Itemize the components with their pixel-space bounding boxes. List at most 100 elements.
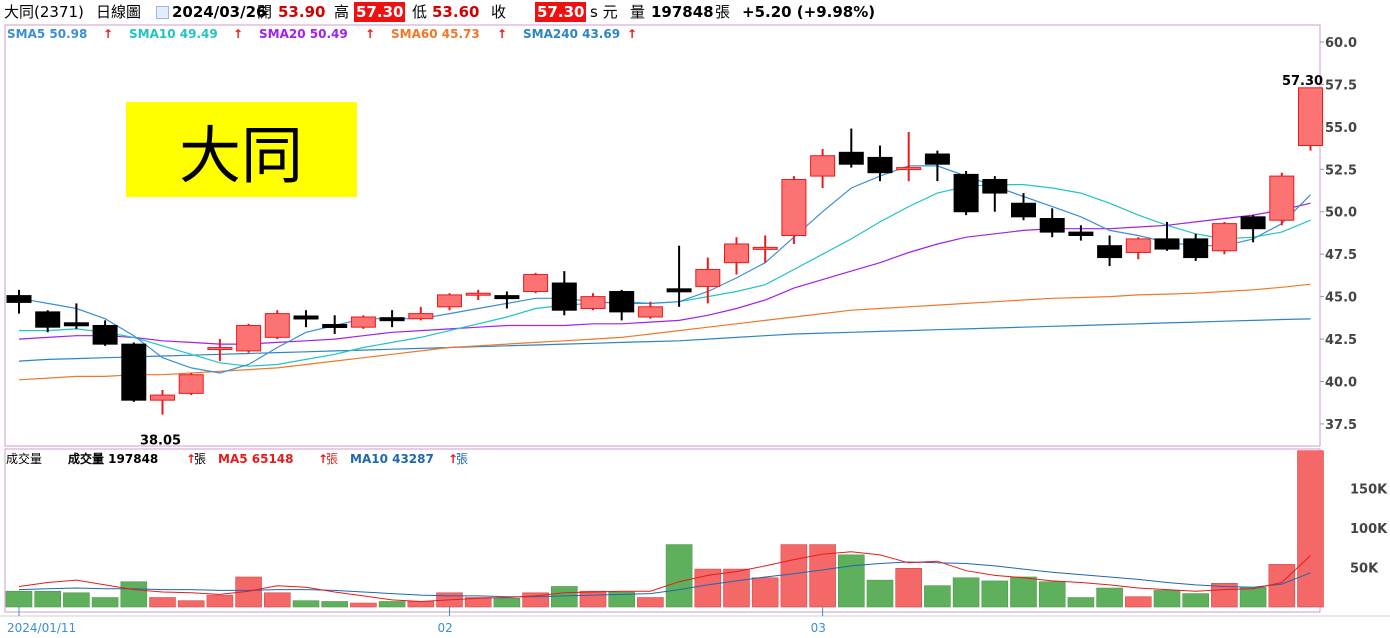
candle-body [609,291,635,313]
volume-bar [493,598,521,608]
candle-body [551,282,577,311]
volume-bar [1125,596,1152,608]
volume-label: 量 [630,3,646,21]
candle-body [810,155,836,177]
volume-bar [1182,593,1209,608]
price-tick-label: 47.5 [1325,248,1357,263]
candle-body [92,324,118,345]
volume-bar [1038,581,1066,608]
calendar-icon[interactable] [156,6,169,19]
candle-body [494,295,520,300]
volume-legend-unit: 張 [456,452,468,466]
price-legend-item: SMA240 43.69 [523,27,620,41]
close-label: 收 [491,3,507,21]
volume-legend-item: 成交量 [6,451,42,466]
volume-unit: 張 [715,3,731,21]
price-tick-label: 55.0 [1325,121,1357,136]
open-value: 53.90 [278,3,326,21]
quote-header: 大同(2371) 日線圖 2024/03/26 開 53.90 高 57.30 … [0,0,1390,24]
volume-bar [1096,587,1123,608]
volume-bar [1067,597,1095,608]
candle-body [637,306,663,318]
price-tick-label: 42.5 [1325,333,1357,348]
volume-bar [837,554,865,608]
low-label: 低 [412,3,428,21]
volume-bar [464,597,492,608]
candle-body [322,323,348,328]
candle-body [523,274,549,293]
volume-value: 197848 [651,3,714,21]
candle-body [1125,238,1151,253]
arrow-up-icon: ↑ [318,452,328,466]
volume-bar [809,544,836,608]
arrow-up-icon: ↑ [103,27,113,41]
volume-bar [608,591,636,608]
candle-body [695,268,721,287]
volume-bar [952,577,980,608]
date-label: 2024/01/11 [7,621,76,635]
volume-tick-label: 150K [1350,483,1388,498]
close-value: 57.30 [535,2,587,22]
watermark-text: 大同 [179,119,303,192]
price-change: +5.20 (+9.98%) [742,3,876,21]
volume-bar [321,601,349,608]
volume-bar [981,580,1009,608]
candle-body [953,173,979,213]
high-label: 高 [334,3,350,21]
candle-body [838,151,864,165]
volume-bar [924,585,951,608]
price-panel-frame [4,24,1321,447]
volume-bar [1297,450,1324,608]
price-legend-item: SMA5 50.98 [7,27,87,41]
price-tick-label: 40.0 [1325,375,1357,390]
candle-body [293,315,319,320]
watermark-box [126,102,357,197]
volume-bar [149,597,176,608]
volume-bar [1010,576,1037,608]
high-marker: 57.30 [1282,74,1323,89]
volume-bar [206,594,234,608]
volume-ma-ma10 [18,561,1311,598]
candle-body [207,347,233,351]
volume-bar [177,600,205,608]
candle-body [264,313,290,338]
volume-bar [637,597,664,608]
candle-body [35,311,61,328]
candle-body [580,296,606,309]
volume-bar [120,581,148,608]
candle-body [63,322,89,327]
candle-body [1154,238,1180,250]
candle-body [465,292,491,296]
candle-body [1298,87,1323,147]
price-legend-item: SMA60 45.73 [391,27,480,41]
arrow-up-icon: ↑ [448,452,458,466]
volume-bar [579,590,607,608]
ma-line-sma240 [18,318,1311,362]
quote-date: 2024/03/26 [172,3,267,21]
volume-bar [350,602,377,608]
stock-name: 大同(2371) [4,3,84,21]
volume-bar [694,568,722,608]
candle-body [350,316,376,328]
volume-bar [91,597,119,608]
volume-bar [378,601,406,608]
price-unit: s 元 [590,3,618,21]
volume-bar [63,592,90,608]
candle-body [236,324,262,352]
volume-bar [780,544,808,608]
volume-bar [866,579,894,608]
volume-panel-frame [4,448,1321,613]
volume-bar [5,590,33,608]
candle-body [724,243,749,264]
volume-legend-unit: 張 [194,452,206,466]
candle-body [150,394,175,401]
arrow-up-icon: ↑ [627,27,637,41]
price-tick-label: 57.5 [1325,78,1357,93]
volume-legend-item: 成交量 197848 [68,451,158,466]
volume-bar [34,590,62,608]
price-tick-label: 45.0 [1325,291,1357,306]
volume-legend-item: MA5 65148 [218,452,294,466]
candle-body [666,288,692,293]
candle-body [178,374,204,394]
